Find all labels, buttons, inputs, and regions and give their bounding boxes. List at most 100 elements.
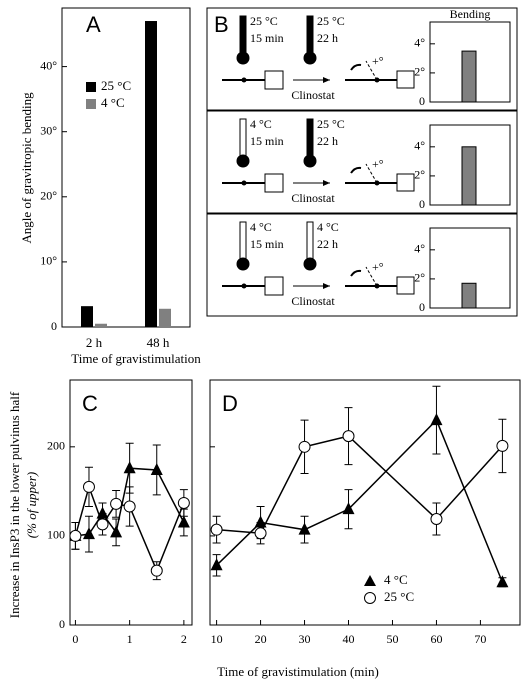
leaf (264, 70, 284, 90)
marker-circle (123, 500, 136, 513)
annotation: 22 h (317, 237, 338, 251)
bar (159, 308, 171, 327)
thermometer-bulb (236, 154, 250, 168)
marker-triangle (254, 515, 267, 528)
legend-label: 25 °C (384, 589, 414, 604)
subpanel-frame (206, 213, 518, 317)
legend-label: 4 °C (384, 572, 408, 587)
thermometer-bulb (303, 154, 317, 168)
marker-triangle (150, 462, 163, 475)
marker-triangle (210, 558, 223, 571)
annotation: Clinostat (291, 191, 335, 205)
thermometer (239, 15, 247, 55)
x-tick-label: 2 h (86, 335, 103, 350)
marker-circle (210, 523, 223, 536)
legend-swatch (86, 82, 96, 92)
node (241, 77, 247, 83)
marker-circle (150, 564, 163, 577)
marker-circle (496, 439, 509, 452)
annotation: Clinostat (291, 88, 335, 102)
subpanel-frame (206, 7, 518, 111)
plot-frame (69, 379, 193, 626)
y-tick-label: 2° (414, 65, 425, 79)
legend-marker (364, 575, 376, 586)
thermometer-bulb (303, 51, 317, 65)
marker-triangle (496, 575, 509, 588)
annotation: 22 h (317, 31, 338, 45)
marker-triangle (123, 461, 136, 474)
legend-marker (364, 592, 376, 604)
marker-circle (298, 440, 311, 453)
marker-triangle (342, 502, 355, 515)
bar (145, 21, 157, 327)
y-tick-label: 2° (414, 271, 425, 285)
series-line (216, 435, 503, 535)
y-tick-label: 0 (419, 94, 425, 108)
annotation: +° (372, 54, 384, 68)
marker-circle (254, 527, 267, 540)
bar (461, 282, 477, 309)
angle-line (365, 60, 378, 81)
marker-circle (342, 430, 355, 443)
y-tick-label: 0 (51, 319, 57, 333)
y-axis-title: Increase in InsP3 in the lower pulvinus … (7, 391, 22, 618)
panel-label: C (82, 391, 98, 416)
y-tick-label: 0 (59, 617, 65, 631)
x-tick-label: 48 h (147, 335, 170, 350)
legend-label: 25 °C (101, 78, 131, 93)
plot-frame (209, 379, 521, 626)
x-axis-title: Time of gravistimulation (min) (217, 664, 379, 679)
annotation: 4 °C (317, 220, 339, 234)
node (241, 283, 247, 289)
panel-label: D (222, 391, 238, 416)
annotation: 15 min (250, 237, 284, 251)
y-tick-label: 200 (47, 439, 65, 453)
x-tick-label: 50 (386, 632, 398, 646)
thermometer-bulb (236, 257, 250, 271)
x-tick-label: 10 (211, 632, 223, 646)
marker-triangle (82, 527, 95, 540)
angle-arrow (350, 269, 362, 277)
annotation: 25 °C (250, 14, 278, 28)
annotation: 22 h (317, 134, 338, 148)
y-tick-label: 4° (414, 36, 425, 50)
y-tick-label: 10° (40, 254, 57, 268)
arrow-head (323, 77, 330, 83)
marker-circle (96, 518, 109, 531)
angle-line (365, 163, 378, 184)
angle-line (365, 266, 378, 287)
leaf (396, 70, 415, 89)
y-tick-label: 4° (414, 139, 425, 153)
y-tick-label: 40° (40, 58, 57, 72)
subpanel-frame (206, 110, 518, 214)
annotation: 4 °C (250, 117, 272, 131)
annotation: 25 °C (317, 117, 345, 131)
x-tick-label: 70 (474, 632, 486, 646)
thermometer (306, 221, 314, 261)
x-tick-label: 60 (430, 632, 442, 646)
legend-swatch (86, 99, 96, 109)
marker-circle (82, 480, 95, 493)
y-tick-label: 20° (40, 189, 57, 203)
annotation: +° (372, 260, 384, 274)
marker-circle (430, 512, 443, 525)
x-tick-label: 20 (255, 632, 267, 646)
marker-triangle (110, 525, 123, 538)
marker-circle (69, 529, 82, 542)
y-axis-title-2: (% of upper) (24, 472, 39, 538)
thermometer (306, 118, 314, 158)
y-axis-title: Angle of gravitropic bending (19, 92, 34, 244)
panel-label: A (86, 12, 101, 37)
bar (461, 50, 477, 103)
y-tick-label: 30° (40, 123, 57, 137)
marker-triangle (177, 515, 190, 528)
leaf (264, 173, 284, 193)
y-tick-label: 2° (414, 168, 425, 182)
leaf (396, 276, 415, 295)
thermometer-bulb (236, 51, 250, 65)
marker-circle (110, 497, 123, 510)
x-tick-label: 2 (181, 632, 187, 646)
x-tick-label: 0 (72, 632, 78, 646)
